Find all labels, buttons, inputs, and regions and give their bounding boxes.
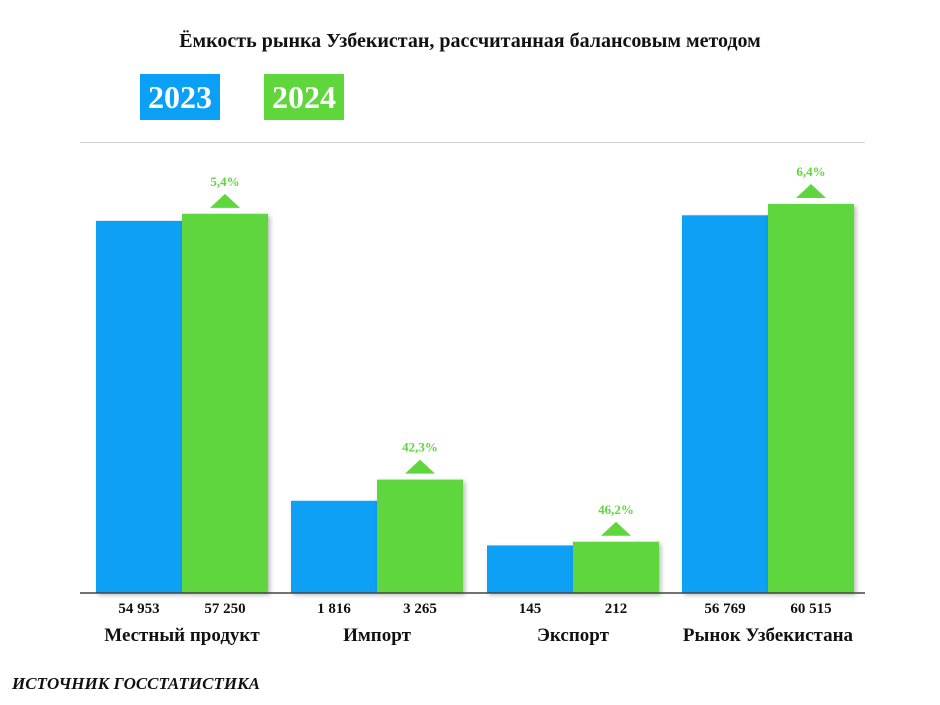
category-label: Рынок Узбекистана <box>683 625 854 646</box>
value-label: 212 <box>605 601 628 617</box>
growth-label: 42,3% <box>402 440 438 455</box>
value-label: 56 769 <box>704 601 745 617</box>
bar-2023-3 <box>487 545 573 593</box>
growth-label: 5,4% <box>210 174 239 189</box>
value-label: 57 250 <box>204 601 245 617</box>
growth-arrow-icon <box>796 184 826 198</box>
value-label: 60 515 <box>790 601 831 617</box>
legend-item-2024: 2024 <box>264 74 344 120</box>
source-note: ИСТОЧНИК ГОССТАТИСТИКА <box>12 674 260 693</box>
category-label: Местный продукт <box>104 625 260 646</box>
bar-2024-1 <box>182 213 268 593</box>
bar-2023-4 <box>682 215 768 593</box>
value-label: 54 953 <box>118 601 159 617</box>
growth-label: 6,4% <box>796 164 825 179</box>
growth-label: 46,2% <box>598 502 634 517</box>
bar-2024-3 <box>573 541 659 593</box>
category-label: Экспорт <box>537 625 610 646</box>
chart-title: Ёмкость рынка Узбекистан, рассчитанная б… <box>179 30 761 52</box>
category-label: Импорт <box>343 625 411 646</box>
top-divider <box>80 142 865 143</box>
bar-2023-2 <box>291 500 377 593</box>
legend-item-2023: 2023 <box>140 74 220 120</box>
growth-arrow-icon <box>601 521 631 536</box>
value-label: 145 <box>519 601 542 617</box>
growth-arrow-icon <box>405 459 435 474</box>
bar-2023-1 <box>96 220 182 593</box>
bar-2024-4 <box>768 204 854 593</box>
value-label: 1 816 <box>317 601 351 617</box>
bar-2024-2 <box>377 479 463 593</box>
growth-arrow-icon <box>210 193 240 208</box>
value-label: 3 265 <box>403 601 437 617</box>
